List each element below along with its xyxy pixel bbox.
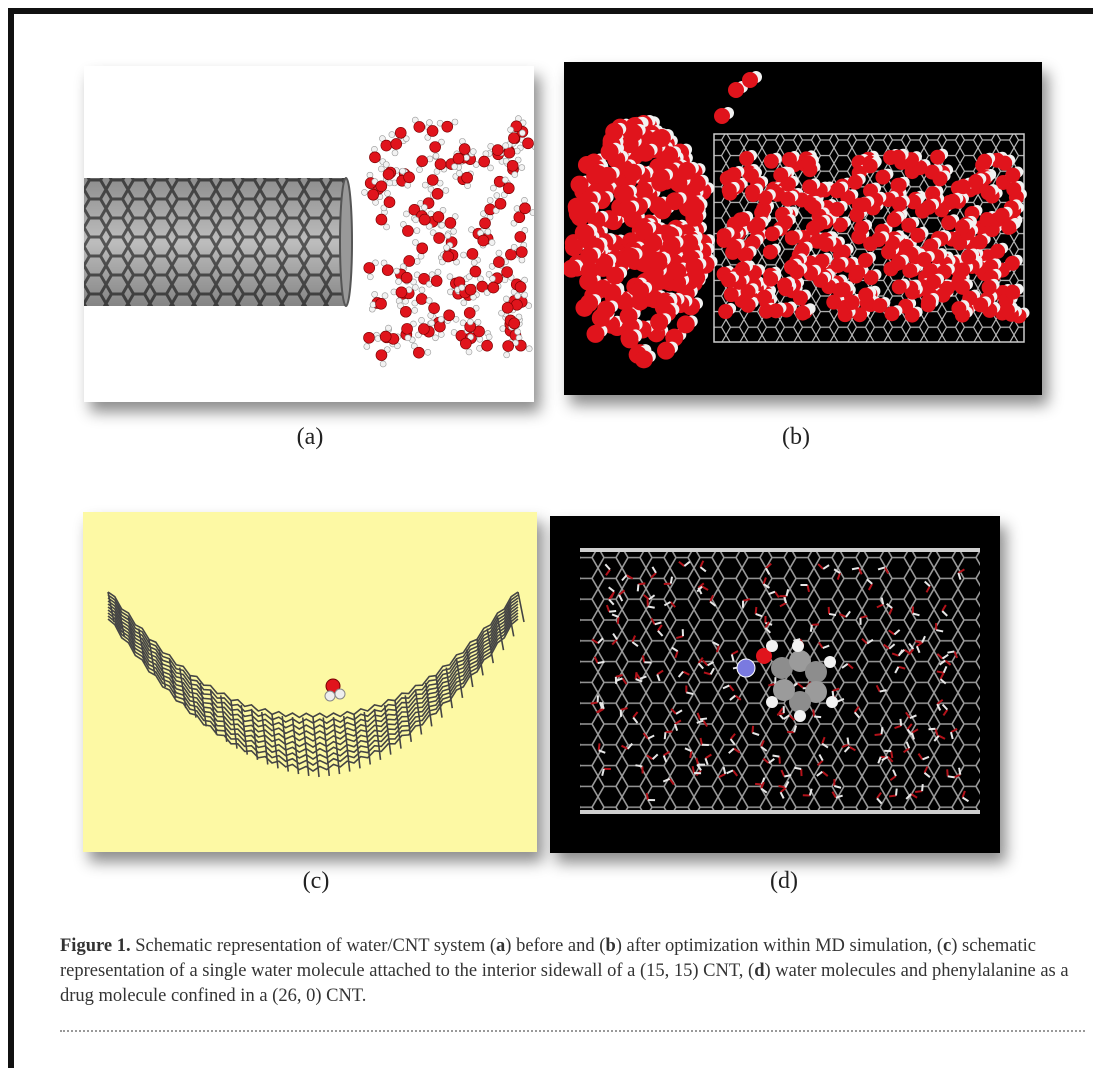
- panel-c-illustration: [83, 512, 537, 852]
- caption-divider: [60, 1030, 1085, 1032]
- panel-a-illustration: [84, 66, 534, 402]
- caption-text-1: Schematic representation of water/CNT sy…: [131, 936, 496, 956]
- panel-label-b: (b): [756, 424, 836, 451]
- caption-text-3: ) after optimization within MD simulatio…: [616, 936, 943, 956]
- caption-title: Figure 1.: [60, 936, 131, 956]
- nanotube-a: [84, 178, 352, 306]
- panel-label-c: (c): [276, 868, 356, 895]
- figure-panel-b: [564, 62, 1042, 395]
- panel-b-illustration: [564, 62, 1042, 395]
- single-water-molecule: [325, 679, 345, 701]
- water-cluster-a: [361, 116, 534, 367]
- caption-ref-a: a: [496, 936, 505, 956]
- figure-panel-c: [83, 512, 537, 852]
- panel-d-illustration: [550, 516, 1000, 853]
- figure-panel-a: [84, 66, 534, 402]
- figure-panel-d: [550, 516, 1000, 853]
- caption-ref-b: b: [605, 936, 615, 956]
- curved-nanotube-sheet: [108, 592, 524, 777]
- caption-text-2: ) before and (: [505, 936, 605, 956]
- panel-label-d: (d): [744, 868, 824, 895]
- figure-caption: Figure 1. Schematic representation of wa…: [60, 934, 1085, 1009]
- panel-label-a: (a): [270, 424, 350, 451]
- caption-ref-d: d: [754, 961, 764, 981]
